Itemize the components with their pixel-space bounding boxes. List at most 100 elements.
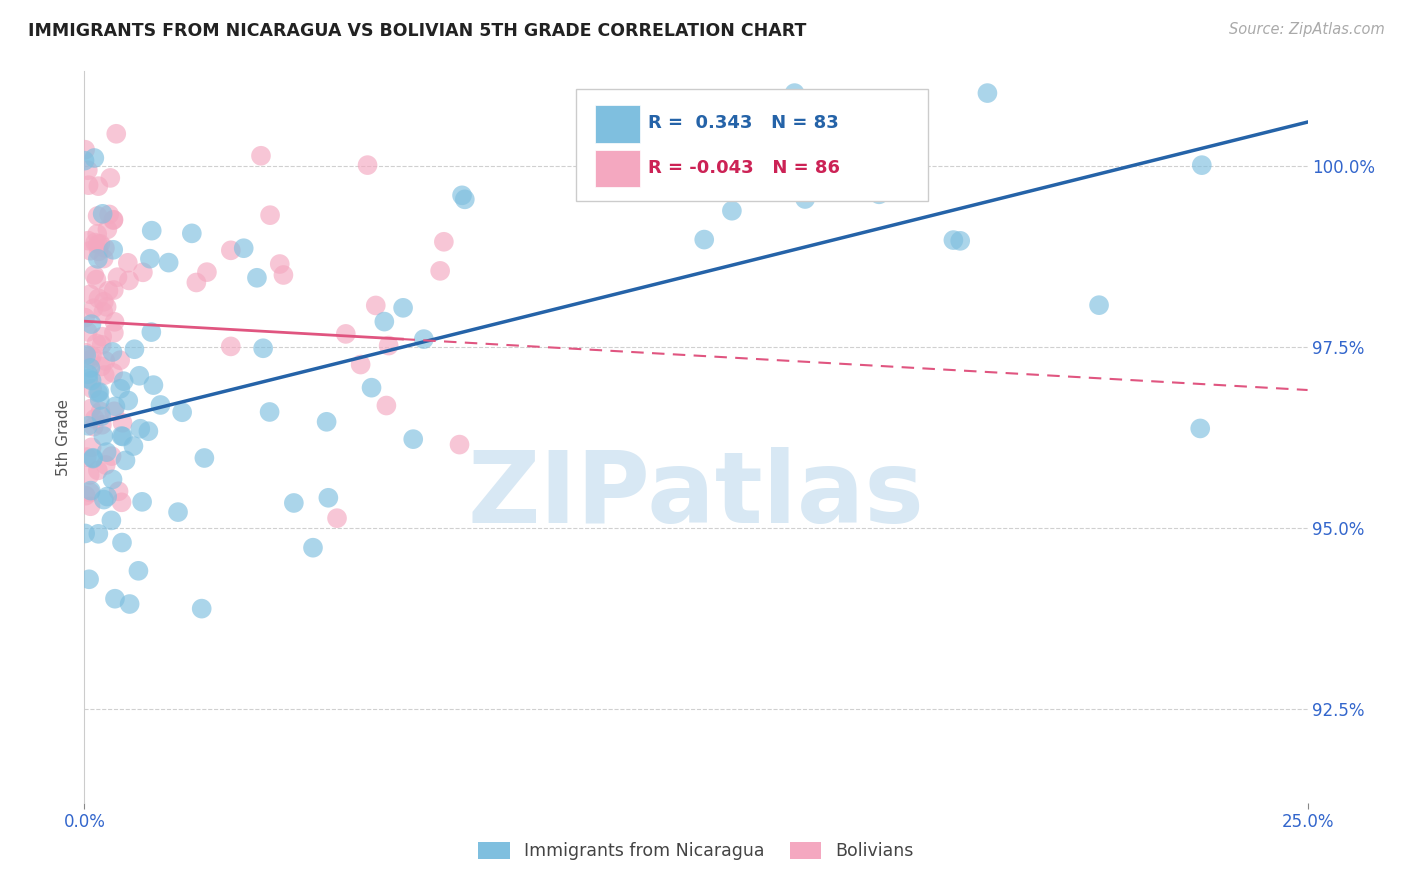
- Point: [86, 227, 108, 241]
- Point: [118, 273, 141, 287]
- Point: [96, 300, 118, 314]
- Point: [110, 382, 132, 396]
- Point: [219, 339, 242, 353]
- Point: [129, 422, 152, 436]
- Point: [112, 374, 135, 388]
- Point: [76, 163, 98, 178]
- Point: [77, 234, 100, 248]
- Point: [149, 398, 172, 412]
- Point: [246, 270, 269, 285]
- Point: [87, 244, 110, 259]
- Point: [77, 368, 100, 382]
- Point: [83, 412, 105, 426]
- Point: [127, 564, 149, 578]
- Point: [90, 337, 112, 351]
- Point: [108, 353, 131, 368]
- Point: [101, 345, 124, 359]
- Point: [75, 489, 97, 503]
- Y-axis label: 5th Grade: 5th Grade: [56, 399, 72, 475]
- Point: [335, 326, 357, 341]
- Point: [360, 381, 382, 395]
- Point: [98, 170, 121, 185]
- Point: [114, 453, 136, 467]
- Point: [80, 440, 103, 454]
- Point: [103, 404, 125, 418]
- Point: [783, 86, 806, 100]
- Point: [412, 332, 434, 346]
- Point: [976, 86, 998, 100]
- Point: [89, 404, 111, 418]
- Point: [89, 384, 111, 399]
- Point: [219, 244, 242, 258]
- Point: [90, 417, 112, 432]
- Point: [101, 366, 124, 380]
- Point: [356, 158, 378, 172]
- Point: [103, 212, 125, 227]
- Point: [186, 276, 208, 290]
- Point: [103, 326, 125, 340]
- Point: [110, 429, 132, 443]
- Point: [79, 360, 101, 375]
- Point: [93, 252, 115, 266]
- Point: [250, 149, 273, 163]
- Point: [100, 513, 122, 527]
- Point: [111, 429, 134, 443]
- Point: [259, 405, 281, 419]
- Point: [79, 467, 101, 482]
- Point: [167, 505, 190, 519]
- Point: [77, 572, 100, 586]
- Point: [139, 252, 162, 266]
- Point: [82, 382, 104, 396]
- Point: [91, 207, 114, 221]
- Point: [101, 472, 124, 486]
- Point: [80, 317, 103, 331]
- Point: [87, 179, 110, 194]
- Point: [82, 451, 104, 466]
- Point: [90, 409, 112, 424]
- Point: [97, 284, 120, 298]
- Point: [117, 256, 139, 270]
- Point: [79, 500, 101, 514]
- Text: IMMIGRANTS FROM NICARAGUA VS BOLIVIAN 5TH GRADE CORRELATION CHART: IMMIGRANTS FROM NICARAGUA VS BOLIVIAN 5T…: [28, 22, 807, 40]
- Point: [77, 178, 100, 193]
- Point: [93, 294, 115, 309]
- Point: [402, 432, 425, 446]
- Point: [273, 268, 295, 282]
- Point: [83, 151, 105, 165]
- Point: [91, 429, 114, 443]
- Point: [794, 192, 817, 206]
- Point: [693, 233, 716, 247]
- Point: [157, 255, 180, 269]
- Text: R =  0.343   N = 83: R = 0.343 N = 83: [648, 114, 839, 132]
- Point: [75, 348, 97, 362]
- Text: ZIPatlas: ZIPatlas: [468, 447, 924, 544]
- Point: [91, 305, 114, 319]
- Point: [138, 424, 160, 438]
- Point: [94, 354, 117, 368]
- Point: [141, 224, 163, 238]
- Point: [110, 495, 132, 509]
- Point: [84, 235, 107, 250]
- Point: [96, 222, 118, 236]
- Point: [75, 345, 97, 359]
- Point: [75, 526, 97, 541]
- Point: [76, 450, 98, 464]
- Point: [364, 298, 387, 312]
- Point: [103, 243, 125, 257]
- Point: [131, 495, 153, 509]
- Point: [451, 188, 474, 202]
- Point: [103, 315, 125, 329]
- Point: [269, 257, 291, 271]
- Point: [98, 207, 121, 221]
- Point: [90, 359, 112, 374]
- Point: [80, 349, 103, 363]
- Point: [721, 203, 744, 218]
- Point: [132, 265, 155, 279]
- Point: [77, 418, 100, 433]
- Point: [80, 401, 103, 416]
- Point: [87, 526, 110, 541]
- Point: [94, 458, 117, 472]
- Point: [87, 237, 110, 252]
- Point: [302, 541, 325, 555]
- Point: [80, 483, 103, 498]
